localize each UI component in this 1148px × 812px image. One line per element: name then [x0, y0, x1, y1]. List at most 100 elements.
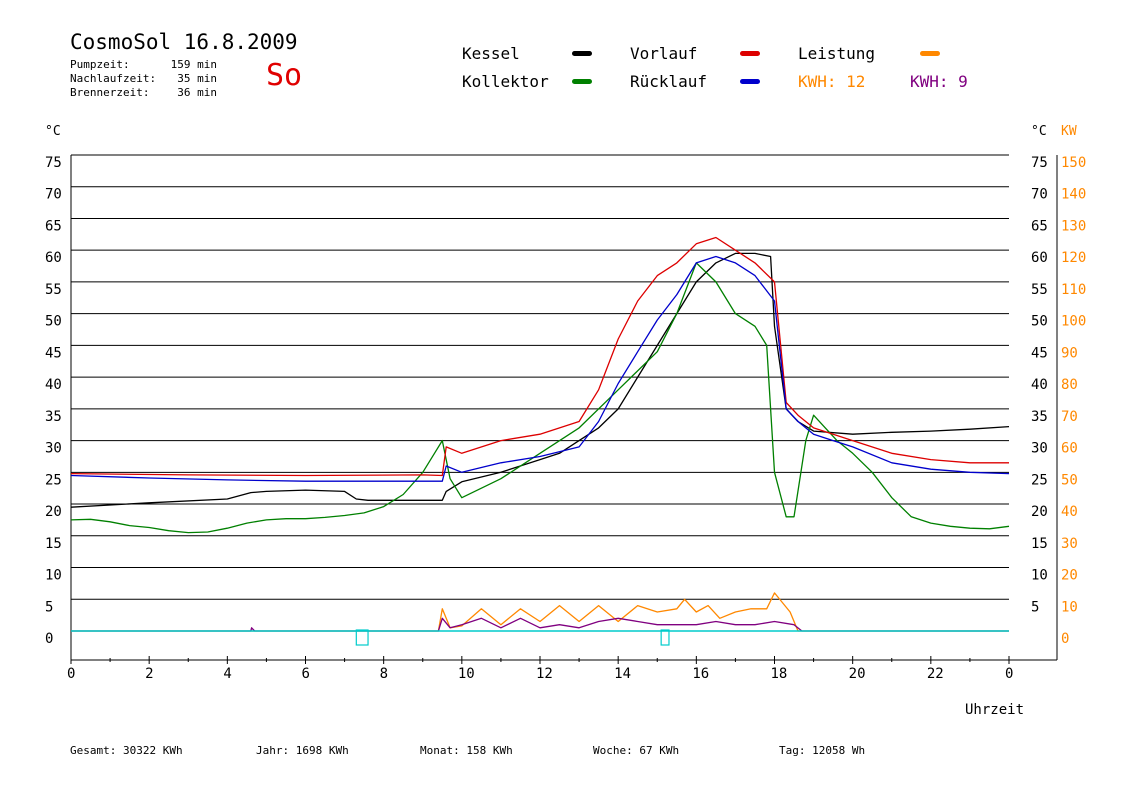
y-axis-label-right: °C — [1031, 124, 1047, 139]
y-tick-left: 60 — [45, 250, 62, 266]
y-tick-right: 70 — [1031, 187, 1048, 203]
y-tick-right: 75 — [1031, 155, 1048, 171]
legend-leistung-swatch — [920, 51, 940, 56]
y-tick-power: 100 — [1061, 314, 1086, 330]
legend-vorlauf-label: Vorlauf — [630, 44, 698, 63]
y-tick-right: 15 — [1031, 536, 1048, 552]
x-tick-label: 18 — [771, 666, 788, 682]
series-leistung — [71, 592, 1009, 632]
y-tick-right: 65 — [1031, 218, 1048, 234]
chart-markers — [71, 629, 1009, 646]
y-tick-power: 110 — [1061, 282, 1086, 298]
y-tick-right: 30 — [1031, 441, 1048, 457]
y-tick-left: 50 — [45, 314, 62, 330]
stat-pumpzeit-value: 159 min — [170, 58, 217, 71]
y-tick-power: 0 — [1061, 631, 1069, 647]
x-tick-label: 8 — [380, 666, 388, 682]
marker-interval-1 — [355, 629, 369, 646]
legend-kollektor-swatch — [572, 79, 592, 84]
y-tick-power: 50 — [1061, 472, 1078, 488]
y-tick-left: 10 — [45, 568, 62, 584]
y-tick-right: 40 — [1031, 377, 1048, 393]
marker-interval-2 — [660, 629, 670, 646]
y-tick-left: 0 — [45, 631, 53, 647]
y-tick-left: 65 — [45, 218, 62, 234]
footer-woche: Woche: 67 KWh — [593, 744, 680, 757]
y-tick-left: 75 — [45, 155, 62, 171]
x-tick-label: 4 — [223, 666, 231, 682]
y-tick-power: 90 — [1061, 345, 1078, 361]
chart-grid — [71, 154, 1009, 632]
legend-kessel-swatch — [572, 51, 592, 56]
x-tick-label: 20 — [849, 666, 866, 682]
y-tick-power: 130 — [1061, 218, 1086, 234]
y-tick-right: 25 — [1031, 472, 1048, 488]
stat-brennerzeit-value: 36 min — [177, 86, 217, 99]
legend-kessel-label: Kessel — [462, 44, 520, 63]
footer-jahr: Jahr: 1698 KWh — [256, 744, 349, 757]
y-tick-left: 55 — [45, 282, 62, 298]
stat-nachlaufzeit-label: Nachlaufzeit: — [70, 72, 157, 85]
x-tick-label: 2 — [145, 666, 153, 682]
legend-vorlauf-swatch — [740, 51, 760, 56]
y-tick-right: 45 — [1031, 345, 1048, 361]
y-axis-label-power: KW — [1061, 124, 1077, 139]
y-tick-right: 35 — [1031, 409, 1048, 425]
y-tick-left: 25 — [45, 472, 62, 488]
y-tick-power: 20 — [1061, 568, 1078, 584]
legend-ruecklauf-swatch — [740, 79, 760, 84]
y-axis-label-left: °C — [45, 124, 61, 139]
y-tick-power: 10 — [1061, 599, 1078, 615]
series-kollektor — [70, 262, 1010, 534]
y-tick-left: 5 — [45, 599, 53, 615]
x-tick-label: 0 — [1005, 666, 1013, 682]
y-tick-power: 140 — [1061, 187, 1086, 203]
y-tick-right: 60 — [1031, 250, 1048, 266]
x-tick-label: 14 — [614, 666, 631, 682]
legend-kwh-leistung: KWH: 12 — [798, 72, 866, 91]
y-tick-power: 40 — [1061, 504, 1078, 520]
y-tick-left: 70 — [45, 187, 62, 203]
y-tick-left: 30 — [45, 441, 62, 457]
x-tick-label: 0 — [67, 666, 75, 682]
y-tick-left: 15 — [45, 536, 62, 552]
y-tick-right: 20 — [1031, 504, 1048, 520]
y-tick-left: 35 — [45, 409, 62, 425]
y-tick-power: 30 — [1061, 536, 1078, 552]
series-kwh-9 — [71, 617, 1009, 632]
y-tick-right: 50 — [1031, 314, 1048, 330]
legend-kollektor-label: Kollektor — [462, 72, 549, 91]
y-tick-right: 55 — [1031, 282, 1048, 298]
series-vorlauf — [70, 236, 1009, 477]
legend-ruecklauf-label: Rücklauf — [630, 72, 708, 91]
y-tick-power: 150 — [1061, 155, 1086, 171]
x-tick-label: 22 — [927, 666, 944, 682]
chart-series — [70, 236, 1010, 632]
chart-ticks: 7570656055504540353025201510507570656055… — [45, 155, 1086, 682]
y-tick-power: 120 — [1061, 250, 1086, 266]
weekday-label: So — [266, 58, 303, 93]
legend-kwh-second: KWH: 9 — [910, 72, 968, 91]
y-tick-left: 45 — [45, 345, 62, 361]
footer-tag: Tag: 12058 Wh — [779, 744, 866, 757]
y-tick-right: 10 — [1031, 568, 1048, 584]
footer-gesamt: Gesamt: 30322 KWh — [70, 744, 183, 757]
footer-monat: Monat: 158 KWh — [420, 744, 513, 757]
y-tick-right: 5 — [1031, 599, 1039, 615]
stat-brennerzeit-label: Brennerzeit: — [70, 86, 150, 99]
x-axis-label: Uhrzeit — [965, 702, 1024, 718]
chart-title: CosmoSol 16.8.2009 — [70, 30, 298, 54]
series-r-cklauf — [70, 255, 1010, 482]
x-tick-label: 10 — [458, 666, 475, 682]
legend-leistung-label: Leistung — [798, 44, 876, 63]
y-tick-power: 80 — [1061, 377, 1078, 393]
x-tick-label: 6 — [302, 666, 310, 682]
stat-pumpzeit-label: Pumpzeit: — [70, 58, 130, 71]
x-tick-label: 16 — [692, 666, 709, 682]
y-tick-left: 20 — [45, 504, 62, 520]
y-tick-power: 60 — [1061, 441, 1078, 457]
stat-nachlaufzeit-value: 35 min — [177, 72, 217, 85]
chart-axes — [70, 155, 1058, 661]
y-tick-left: 40 — [45, 377, 62, 393]
y-tick-power: 70 — [1061, 409, 1078, 425]
